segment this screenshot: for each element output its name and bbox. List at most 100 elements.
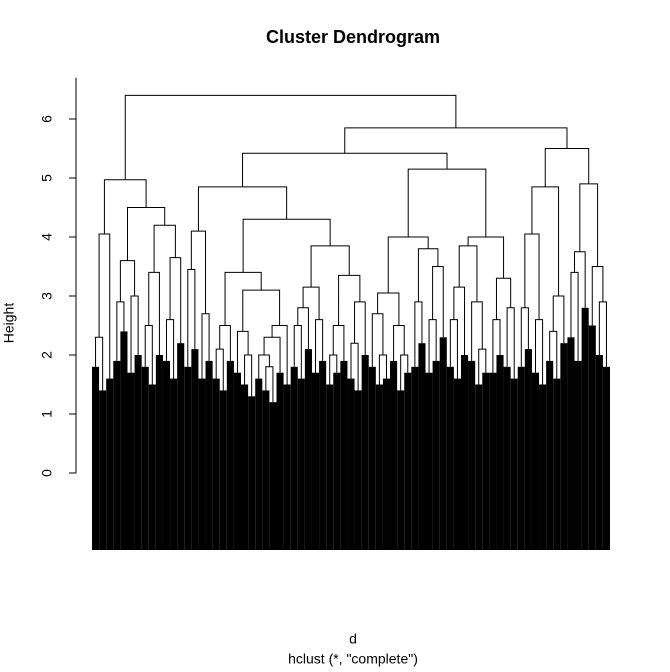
leaf <box>468 360 476 550</box>
leaf <box>226 360 234 550</box>
merge <box>354 301 366 355</box>
leaf <box>531 372 540 550</box>
merge <box>310 245 350 288</box>
merge <box>124 94 457 180</box>
leaf <box>390 360 398 550</box>
leaf <box>560 343 568 550</box>
merge <box>432 266 444 338</box>
y-tick-label: 1 <box>39 410 55 418</box>
y-axis-label: Height <box>1 303 17 344</box>
leaf <box>162 360 171 550</box>
merge <box>579 183 599 267</box>
leaf <box>517 366 525 550</box>
leaf <box>418 343 426 550</box>
leaf <box>539 384 547 550</box>
leaf <box>375 384 383 550</box>
leaf <box>141 366 149 550</box>
leaf <box>311 372 320 550</box>
leaf <box>134 355 142 550</box>
merge <box>338 274 361 326</box>
leaf <box>155 355 163 550</box>
leaf <box>567 337 575 550</box>
merge <box>393 325 405 361</box>
leaf <box>219 390 227 550</box>
leaf <box>588 325 596 550</box>
leaf <box>170 378 178 550</box>
y-tick-label: 4 <box>39 233 55 241</box>
leaf <box>354 390 362 550</box>
leaf <box>524 349 532 550</box>
leaf <box>510 378 518 550</box>
leaf <box>574 360 582 550</box>
leaf <box>297 378 305 550</box>
leaf <box>581 307 589 550</box>
merge <box>377 292 400 326</box>
y-tick-label: 2 <box>39 351 55 359</box>
leaf <box>304 349 312 550</box>
leaf <box>184 366 192 550</box>
merge <box>471 301 483 361</box>
x-axis-label: d <box>349 631 357 647</box>
y-tick-label: 0 <box>39 469 55 477</box>
merge <box>417 248 439 302</box>
leaf <box>255 378 263 550</box>
merge <box>153 224 176 273</box>
leaf <box>326 384 334 550</box>
leaf <box>368 366 376 550</box>
leaf <box>106 378 114 550</box>
leaf <box>198 378 206 550</box>
merge <box>236 330 249 373</box>
leaf <box>546 360 554 550</box>
leaf <box>595 355 603 550</box>
merge <box>148 271 160 355</box>
y-tick-label: 5 <box>39 174 55 182</box>
leaf <box>333 372 341 550</box>
leaf <box>276 372 284 550</box>
leaf <box>475 384 483 550</box>
leaf <box>120 331 128 550</box>
y-tick-label: 6 <box>39 115 55 123</box>
leaf <box>404 372 412 550</box>
merge <box>302 286 320 320</box>
merge <box>242 152 448 187</box>
leaf <box>148 384 156 550</box>
merge <box>387 236 429 294</box>
leaf <box>283 384 291 550</box>
merge <box>524 233 540 320</box>
leaf <box>453 378 461 550</box>
merge <box>98 233 111 379</box>
leaf <box>361 355 369 550</box>
leaf <box>553 378 561 550</box>
leaf <box>489 372 497 550</box>
leaf <box>602 366 610 550</box>
leaf <box>439 337 447 550</box>
leaf <box>269 402 277 550</box>
merge <box>103 179 147 235</box>
leaf <box>262 390 270 550</box>
merge <box>591 266 604 326</box>
chart-title: Cluster Dendrogram <box>266 27 440 47</box>
leaf <box>212 378 220 550</box>
merge <box>371 313 384 367</box>
leaf <box>205 360 213 550</box>
merge <box>453 286 466 355</box>
merge <box>574 251 586 308</box>
merge <box>297 307 309 350</box>
merge <box>531 186 560 296</box>
subtitle: hclust (*, "complete") <box>288 651 418 667</box>
leaf <box>290 366 298 550</box>
leaf <box>233 372 242 550</box>
merge <box>197 186 288 232</box>
leaf <box>482 372 490 550</box>
merge <box>169 257 182 344</box>
merge <box>552 295 565 344</box>
merge <box>544 148 590 187</box>
leaf <box>248 396 256 550</box>
leaf <box>411 366 419 550</box>
leaf <box>496 355 504 550</box>
merge <box>126 207 166 261</box>
leaf <box>241 384 249 550</box>
merge <box>467 236 505 279</box>
merge <box>190 230 207 314</box>
